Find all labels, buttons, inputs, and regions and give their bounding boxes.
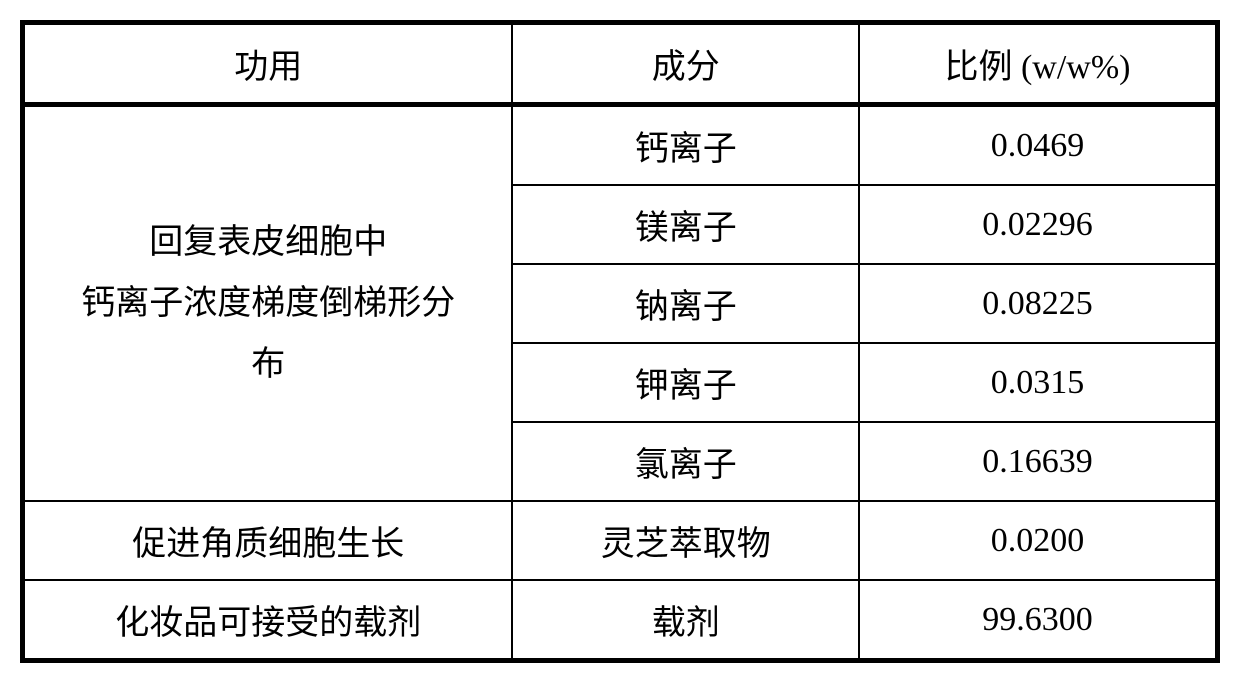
table-row: 化妆品可接受的载剂 载剂 99.6300 bbox=[23, 580, 1218, 661]
function-text-line: 布 bbox=[35, 334, 501, 395]
header-function: 功用 bbox=[23, 23, 513, 105]
ingredient-cell: 载剂 bbox=[512, 580, 859, 661]
table-header: 功用 成分 比例 (w/w%) bbox=[23, 23, 1218, 105]
table-body: 回复表皮细胞中 钙离子浓度梯度倒梯形分 布 钙离子 0.0469 镁离子 0.0… bbox=[23, 105, 1218, 661]
function-text-line: 钙离子浓度梯度倒梯形分 bbox=[35, 273, 501, 334]
ingredient-cell: 氯离子 bbox=[512, 422, 859, 501]
ingredient-cell: 镁离子 bbox=[512, 185, 859, 264]
header-ingredient: 成分 bbox=[512, 23, 859, 105]
function-text-line: 回复表皮细胞中 bbox=[35, 212, 501, 273]
ratio-cell: 0.16639 bbox=[859, 422, 1218, 501]
table-row: 回复表皮细胞中 钙离子浓度梯度倒梯形分 布 钙离子 0.0469 bbox=[23, 105, 1218, 186]
header-row: 功用 成分 比例 (w/w%) bbox=[23, 23, 1218, 105]
function-cell-group3: 化妆品可接受的载剂 bbox=[23, 580, 513, 661]
function-cell-group2: 促进角质细胞生长 bbox=[23, 501, 513, 580]
ratio-cell: 0.0315 bbox=[859, 343, 1218, 422]
ratio-cell: 0.0200 bbox=[859, 501, 1218, 580]
ingredient-cell: 灵芝萃取物 bbox=[512, 501, 859, 580]
table-row: 促进角质细胞生长 灵芝萃取物 0.0200 bbox=[23, 501, 1218, 580]
ingredient-cell: 钠离子 bbox=[512, 264, 859, 343]
ratio-cell: 99.6300 bbox=[859, 580, 1218, 661]
ingredient-cell: 钙离子 bbox=[512, 105, 859, 186]
header-ratio: 比例 (w/w%) bbox=[859, 23, 1218, 105]
ratio-cell: 0.0469 bbox=[859, 105, 1218, 186]
function-cell-group1: 回复表皮细胞中 钙离子浓度梯度倒梯形分 布 bbox=[23, 105, 513, 502]
ratio-cell: 0.02296 bbox=[859, 185, 1218, 264]
ingredient-cell: 钾离子 bbox=[512, 343, 859, 422]
ratio-cell: 0.08225 bbox=[859, 264, 1218, 343]
